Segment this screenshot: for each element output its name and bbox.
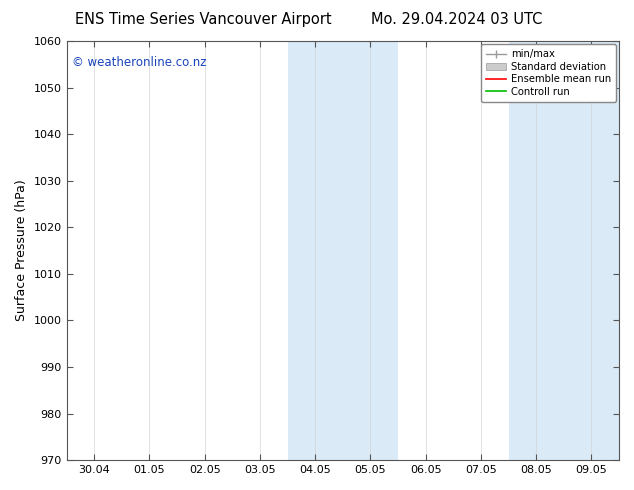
- Text: © weatheronline.co.nz: © weatheronline.co.nz: [72, 56, 207, 69]
- Text: ENS Time Series Vancouver Airport: ENS Time Series Vancouver Airport: [75, 12, 331, 27]
- Legend: min/max, Standard deviation, Ensemble mean run, Controll run: min/max, Standard deviation, Ensemble me…: [481, 44, 616, 101]
- Bar: [343, 41, 398, 460]
- Y-axis label: Surface Pressure (hPa): Surface Pressure (hPa): [15, 180, 28, 321]
- Bar: [288, 41, 343, 460]
- Bar: [564, 41, 619, 460]
- Text: Mo. 29.04.2024 03 UTC: Mo. 29.04.2024 03 UTC: [371, 12, 542, 27]
- Bar: [508, 41, 564, 460]
